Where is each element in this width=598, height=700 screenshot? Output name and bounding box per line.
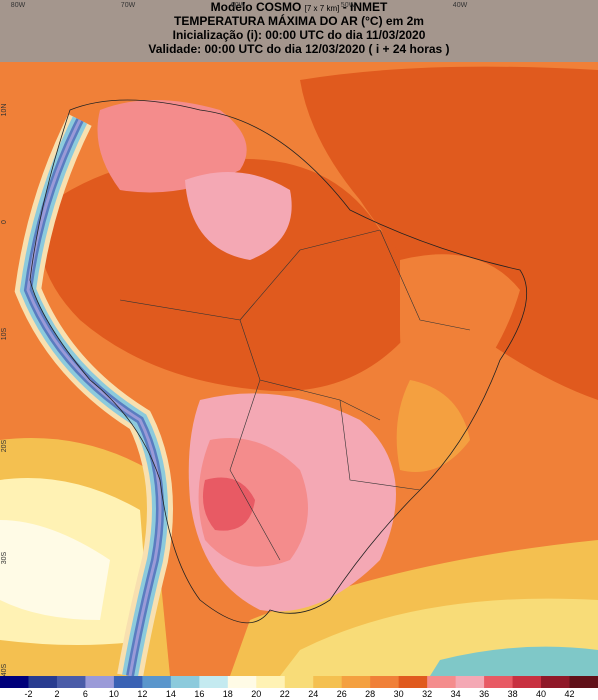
temperature-field: [38, 158, 422, 392]
colorbar-swatch: [227, 676, 257, 688]
colorbar-label: 10: [109, 689, 119, 699]
colorbar-label: 34: [451, 689, 461, 699]
colorbar-label: 14: [166, 689, 176, 699]
colorbar-swatch: [398, 676, 428, 688]
header-valid: Validade: 00:00 UTC do dia 12/03/2020 ( …: [148, 42, 449, 56]
colorbar-swatch: [541, 676, 571, 688]
colorbar-label: -2: [24, 689, 32, 699]
colorbar-label: 24: [308, 689, 318, 699]
colorbar-swatch: [85, 676, 115, 688]
header-title: TEMPERATURA MÁXIMA DO AR (°C) em 2m: [174, 13, 424, 28]
colorbar-swatch: [341, 676, 371, 688]
colorbar-swatch: [427, 676, 457, 688]
colorbar-label: 16: [194, 689, 204, 699]
longitude-label: 50W: [341, 2, 356, 9]
colorbar-swatch: [512, 676, 542, 688]
header-band: [0, 0, 598, 62]
temperature-field: [185, 172, 292, 260]
colorbar-label: 38: [508, 689, 518, 699]
temperature-field: [300, 66, 598, 401]
colorbar-label: 36: [479, 689, 489, 699]
resolution: [7 x 7 km]: [305, 4, 340, 13]
longitude-label: 80W: [11, 2, 26, 9]
temperature-field: [400, 254, 520, 420]
colorbar-swatch: [284, 676, 314, 688]
colorbar-swatch: [170, 676, 200, 688]
colorbar-swatch: [370, 676, 400, 688]
colorbar-label: 2: [54, 689, 59, 699]
colorbar-label: 18: [223, 689, 233, 699]
latitude-label: 30S: [1, 551, 8, 564]
colorbar-label: 30: [394, 689, 404, 699]
header-init: Inicialização (i): 00:00 UTC do dia 11/0…: [173, 28, 426, 42]
andes-field: [26, 119, 162, 677]
longitude-label: 40W: [453, 2, 468, 9]
colorbar-swatch: [28, 676, 58, 688]
colorbar-label: 28: [365, 689, 375, 699]
temperature-field: [396, 380, 470, 472]
model-name: Modelo COSMO: [211, 0, 302, 14]
borders: [119, 229, 471, 561]
colorbar-label: 6: [83, 689, 88, 699]
colorbar-label: 20: [251, 689, 261, 699]
colorbar-swatch: [56, 676, 86, 688]
colorbar-swatch: [313, 676, 343, 688]
latitude-label: 10N: [1, 104, 8, 117]
latitude-label: 40S: [1, 663, 8, 676]
colorbar-swatch: [199, 676, 229, 688]
colorbar-swatch: [0, 676, 29, 688]
colorbar-swatch: [256, 676, 286, 688]
latitude-label: 20S: [1, 439, 8, 452]
colorbar-swatch: [455, 676, 485, 688]
colorbar-label: 12: [137, 689, 147, 699]
colorbar-label: 26: [337, 689, 347, 699]
temperature-field: [0, 520, 110, 620]
colorbar-swatch: [113, 676, 143, 688]
latitude-label: 0: [1, 220, 8, 224]
latitude-label: 10S: [1, 327, 8, 340]
header-line: Modelo COSMO [7 x 7 km] - INMET: [211, 0, 388, 14]
colorbar-swatch: [484, 676, 514, 688]
temperature-field: [202, 477, 255, 531]
coastline: [29, 99, 528, 624]
temperature-field: [430, 646, 598, 676]
temperature-field: [97, 100, 247, 193]
longitude-label: 70W: [121, 2, 136, 9]
colorbar-swatch: [569, 676, 598, 688]
colorbar-label: 32: [422, 689, 432, 699]
source: - INMET: [343, 0, 388, 14]
longitude-label: 60W: [231, 2, 246, 9]
colorbar-swatch: [142, 676, 172, 688]
colorbar-label: 42: [565, 689, 575, 699]
colorbar-label: 40: [536, 689, 546, 699]
colorbar-label: 22: [280, 689, 290, 699]
